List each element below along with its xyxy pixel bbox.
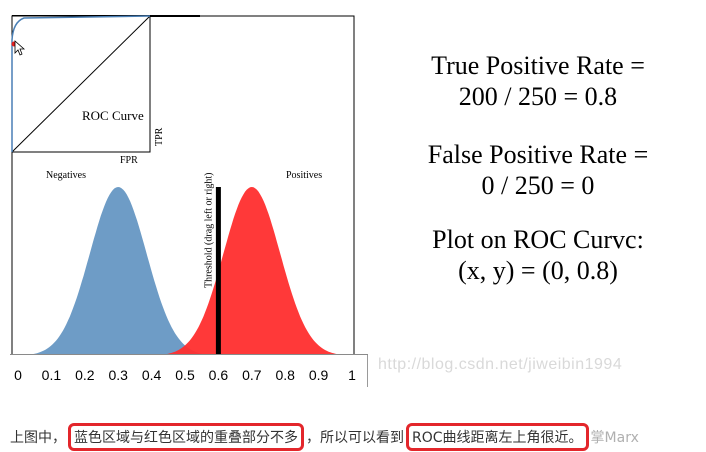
threshold-label: Threshold (drag left or right) [203,172,214,288]
caption: 上图中， 蓝色区域与红色区域的重叠部分不多 ，所以可以看到 ROC曲线距离左上角很近。… [10,423,639,451]
plot-line1: Plot on ROC Curvc: [432,225,644,254]
negatives-distribution [18,187,226,356]
fpr-line1: False Positive Rate = [427,140,649,169]
axis-tick-label: 1 [348,367,356,383]
roc-diagonal [11,15,151,153]
caption-highlight-overlap: 蓝色区域与红色区域的重叠部分不多 [68,423,304,451]
roc-y-label: TPR [154,127,165,146]
axis-tick-label: 0.8 [275,367,295,383]
axis-tick-label: 0.9 [308,367,329,383]
positives-label: Positives [286,170,322,181]
roc-x-label: FPR [120,155,138,166]
fpr-line2: 0 / 250 = 0 [481,171,595,200]
axis-divider [367,355,368,387]
threshold-axis: 0 0.1 0.2 0.3 0.4 0.5 0.6 0.7 0.8 0.9 1 [10,354,368,387]
axis-tick-label: 0.6 [208,367,229,383]
positives-distribution [148,187,349,356]
axis-tick-label: 0.1 [41,367,62,383]
tpr-line2: 200 / 250 = 0.8 [458,82,618,111]
axis-tick-label: 0.3 [108,367,128,383]
watermark: http://blog.csdn.net/jiweibin1994 [378,356,623,373]
axis-tick-label: 0.7 [242,367,262,383]
negatives-label: Negatives [46,170,86,181]
roc-curve [11,15,151,152]
figure-svg: ROC Curve FPR TPR Negatives Positives Th… [11,15,355,357]
axis-tick-label: 0.5 [175,367,195,383]
caption-middle: ，所以可以看到 [306,430,404,446]
caption-prefix: 上图中， [10,430,66,446]
tpr-line1: True Positive Rate = [431,51,645,80]
caption-highlight-roc: ROC曲线距离左上角很近。 [406,423,589,451]
axis-tick-label: 0 [14,367,22,383]
caption-suffix: 掌Marx [590,430,639,446]
cursor-icon [14,40,26,56]
roc-title: ROC Curve [82,108,144,123]
axis-tick-label: 0.2 [75,367,95,383]
axis-tick-label: 0.4 [141,367,162,383]
plot-line2: (x, y) = (0, 0.8) [458,256,618,285]
roc-figure: ROC Curve FPR TPR Negatives Positives Th… [10,15,649,387]
